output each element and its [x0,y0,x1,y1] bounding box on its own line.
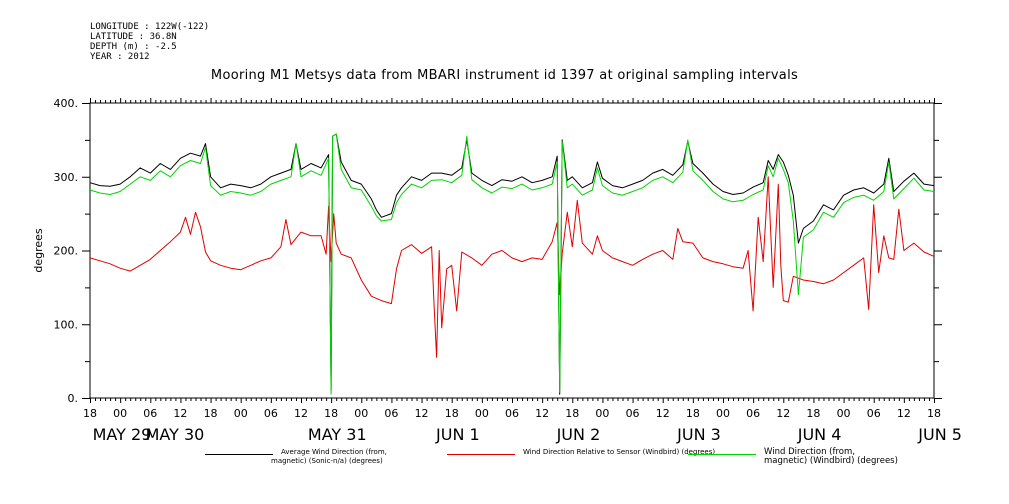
latitude-label: LATITUDE : 36.8N [90,32,177,42]
legend-label: Wind Direction Relative to Sensor (Windb… [523,448,715,456]
x-tick-label: 12 [173,407,187,420]
y-tick-label: 100. [54,318,79,331]
x-tick-label: 00 [475,407,489,420]
legend-label: Average Wind Direction (from, [281,448,387,456]
x-tick-label: 18 [565,407,579,420]
x-tick-label: 00 [595,407,609,420]
x-tick-label: 00 [716,407,730,420]
legend-label-line2: magnetic) (Sonic-n/a) (degrees) [271,457,383,465]
x-tick-label: 00 [837,407,851,420]
x-tick-label: 06 [384,407,398,420]
plot-frame [89,102,935,399]
x-date-label: JUN 1 [435,425,480,444]
x-tick-label: 06 [746,407,760,420]
x-tick-label: 18 [204,407,218,420]
x-date-label: MAY 29 [93,425,152,444]
x-tick-label: 12 [897,407,911,420]
x-date-label: JUN 4 [797,425,842,444]
x-tick-label: 06 [264,407,278,420]
x-tick-label: 06 [626,407,640,420]
x-tick-label: 06 [505,407,519,420]
y-tick-label: 400. [54,97,79,110]
x-tick-label: 12 [294,407,308,420]
metadata-block: LONGITUDE : 122W(-122) LATITUDE : 36.8N … [90,22,209,62]
x-tick-label: 00 [354,407,368,420]
x-tick-label: 00 [113,407,127,420]
y-tick-label: 0. [68,392,79,405]
x-date-label: MAY 31 [308,425,367,444]
x-date-label: JUN 5 [917,425,962,444]
x-tick-label: 18 [806,407,820,420]
x-tick-label: 12 [415,407,429,420]
x-tick-label: 18 [927,407,941,420]
y-tick-label: 200. [54,245,79,258]
x-tick-label: 12 [656,407,670,420]
series-line-2 [89,176,935,358]
x-tick-label: 06 [143,407,157,420]
legend-label-line2: magnetic) (Windbird) (degrees) [764,456,898,466]
x-date-label: MAY 30 [146,425,205,444]
y-tick-label: 300. [54,171,79,184]
x-tick-label: 00 [234,407,248,420]
x-tick-label: 12 [776,407,790,420]
x-date-label: JUN 3 [676,425,721,444]
x-tick-label: 18 [686,407,700,420]
x-tick-label: 06 [867,407,881,420]
longitude-label: LONGITUDE : 122W(-122) [90,22,210,32]
x-tick-label: 12 [535,407,549,420]
y-axis-label: degrees [32,228,45,273]
legend-label: Wind Direction (from, [764,447,855,457]
x-tick-label: 18 [445,407,459,420]
chart-title: Mooring M1 Metsys data from MBARI instru… [210,68,799,83]
series-line-1 [89,133,935,395]
x-date-label: JUN 2 [556,425,601,444]
x-tick-label: 18 [83,407,97,420]
x-tick-label: 18 [324,407,338,420]
series-line-3 [89,133,935,395]
year-label: YEAR : 2012 [90,52,150,62]
depth-label: DEPTH (m) : -2.5 [90,42,177,52]
